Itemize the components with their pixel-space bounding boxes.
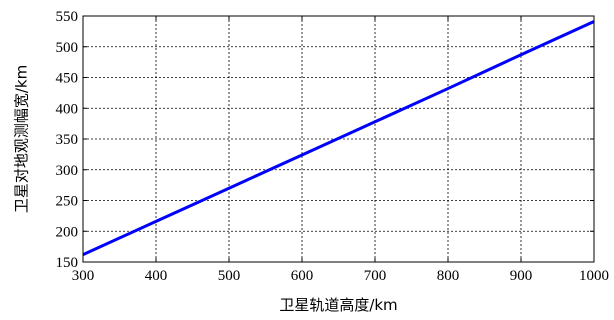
x-tick-label: 300 xyxy=(72,268,95,284)
x-axis-label: 卫星轨道高度/km xyxy=(279,296,397,314)
y-axis-label: 卫星对地观测幅宽/km xyxy=(13,65,31,213)
x-tick-label: 700 xyxy=(364,268,387,284)
x-tick-label: 800 xyxy=(437,268,460,284)
y-tick-label: 200 xyxy=(56,224,79,240)
y-tick-label: 250 xyxy=(56,194,79,210)
x-tick-label: 400 xyxy=(145,268,168,284)
x-tick-label: 500 xyxy=(218,268,241,284)
x-tick-label: 600 xyxy=(291,268,314,284)
y-tick-label: 400 xyxy=(56,101,79,117)
x-tick-label: 900 xyxy=(510,268,533,284)
y-tick-label: 300 xyxy=(56,163,79,179)
x-tick-labels: 300 400 500 600 700 800 900 1000 xyxy=(72,268,609,284)
series-line xyxy=(82,20,595,256)
y-tick-labels: 150 200 250 300 350 400 450 500 550 xyxy=(56,9,79,271)
series-layer xyxy=(82,20,595,256)
y-tick-label: 150 xyxy=(56,255,79,271)
x-tick-label: 1000 xyxy=(579,268,609,284)
y-tick-label: 550 xyxy=(56,9,79,25)
y-tick-label: 450 xyxy=(56,71,79,87)
y-tick-label: 500 xyxy=(56,40,79,56)
axis-ticks xyxy=(82,15,595,263)
grid-lines xyxy=(83,16,594,262)
y-tick-label: 350 xyxy=(56,132,79,148)
